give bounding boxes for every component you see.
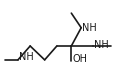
Text: NH: NH <box>82 24 96 33</box>
Text: NH: NH <box>93 40 108 49</box>
Text: OH: OH <box>72 54 87 64</box>
Text: NH: NH <box>19 52 34 62</box>
